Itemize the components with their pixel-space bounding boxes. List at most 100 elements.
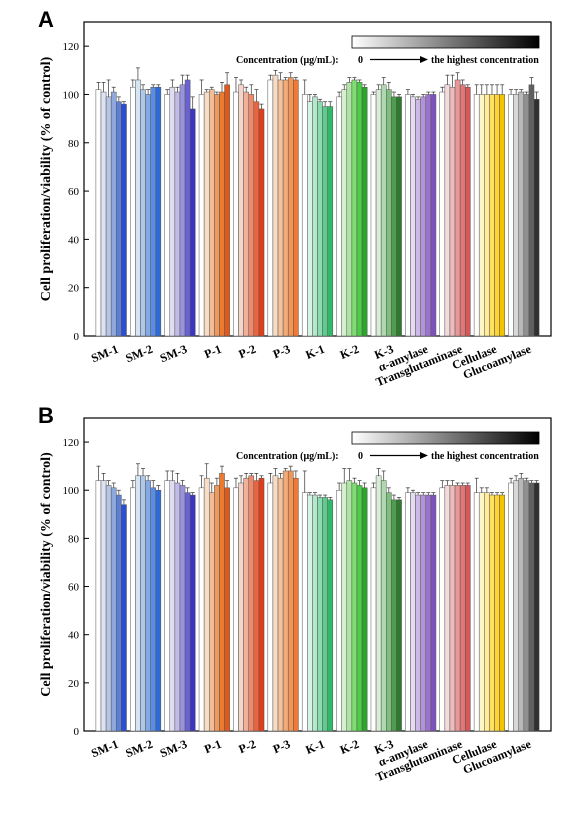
bar [494,94,500,337]
bar [528,482,535,732]
bar [459,485,466,732]
y-axis-ticks: 0 20 40 60 80 100 120 [63,41,89,343]
bar [243,477,249,732]
bars [95,463,540,732]
bar [396,499,402,732]
x-tick-label: SM-2 [123,737,154,760]
bar [533,99,540,337]
bar [317,497,323,732]
panel-label: A [38,7,54,32]
y-tick-label: 120 [63,41,80,53]
legend-label: Concentration (μg/mL): [236,55,339,66]
bar [341,89,348,337]
bar [150,86,157,337]
bar [198,487,205,732]
y-tick-label: 120 [63,437,80,449]
x-tick-label: SM-3 [158,737,189,760]
bar [405,492,411,732]
bar [121,103,127,337]
bar [95,480,102,732]
x-tick-label: K-3 [372,342,395,362]
bar [415,494,421,732]
bar [425,94,432,337]
y-axis-ticks: 0 20 40 60 80 100 120 [63,437,89,738]
bar [420,96,427,337]
bar [415,99,421,337]
bar [361,86,368,337]
bar [513,94,519,337]
bar [145,94,151,337]
bar [499,494,505,732]
bar [198,94,205,337]
bar [489,494,495,732]
bar [272,74,279,337]
bar [282,79,289,337]
bar [307,101,313,337]
bar [396,96,402,337]
bar [189,494,196,732]
legend-arrowhead [420,452,428,459]
bar [327,106,334,337]
legend: Concentration (μg/mL): 0 the highest con… [236,35,540,66]
bar [130,487,136,732]
bar [478,94,485,337]
x-tick-label: K-1 [303,342,326,362]
y-tick-label: 60 [68,186,80,198]
x-tick-label: P-2 [237,342,258,361]
bar [341,482,348,732]
y-tick-label: 60 [68,582,80,594]
legend-start: 0 [358,451,363,462]
bar [370,487,377,732]
bar [277,477,284,732]
bar [145,480,151,732]
bar [459,84,466,337]
bar [174,482,181,732]
bar [208,492,215,732]
bar [233,487,239,732]
bar [449,485,456,732]
y-tick-label: 0 [74,726,80,738]
bar [293,477,299,732]
legend-end: the highest concentration [431,55,539,66]
legend: Concentration (μg/mL): 0 the highest con… [236,431,540,462]
x-tick-label: K-2 [338,737,361,757]
bar [307,494,313,732]
x-tick-label: P-3 [271,342,292,361]
bar [219,91,225,337]
bar [267,482,274,732]
x-tick-label: K-2 [338,342,361,362]
bar [150,487,157,732]
bar [386,492,392,732]
bar [351,79,358,337]
x-axis-ticks: SM-1 SM-2 SM-3 P-1 P-2 P-3 K-1 K-2 K-3α-amylaseT… [89,737,533,785]
bar [410,492,416,732]
x-tick-label: K-1 [303,737,326,757]
bar [430,94,437,337]
bar [533,482,540,732]
bar [478,492,485,732]
panel-a: A Cell proliferation/viability (% of con… [38,7,552,389]
bar [116,101,122,337]
bar [248,94,255,337]
bar [243,91,249,337]
bars [95,67,540,337]
y-tick-label: 80 [68,138,80,150]
bar [105,485,112,732]
bar [430,494,437,732]
y-tick-label: 40 [68,234,80,246]
legend-start: 0 [358,55,363,66]
bar [155,86,162,337]
bar [169,480,176,732]
bar [224,487,230,732]
bar [391,96,397,337]
bar [513,480,519,732]
bar [518,477,525,732]
bar [258,477,265,732]
bar [464,485,471,732]
y-tick-label: 20 [68,283,80,295]
bar [219,473,225,732]
bar [386,89,392,337]
y-axis-label: Cell proliferation/viability (% of contr… [39,56,54,301]
bar [454,485,461,732]
